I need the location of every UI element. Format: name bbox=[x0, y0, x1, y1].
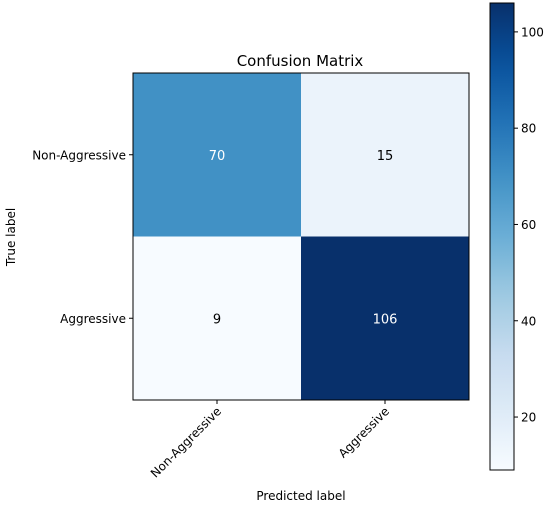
heatmap-cell bbox=[133, 236, 301, 400]
colorbar-tick-label: 40 bbox=[521, 314, 536, 328]
x-tick-label: Aggressive bbox=[336, 404, 392, 460]
y-tick-label: Non-Aggressive bbox=[32, 148, 126, 162]
plot-frame bbox=[132, 72, 470, 401]
y-tick-label: Aggressive bbox=[60, 312, 126, 326]
heatmap-cell-labels: 70 15 9 106 bbox=[209, 149, 398, 328]
colorbar-tick-label: 20 bbox=[521, 411, 536, 425]
x-axis-ticks: Non-Aggressive Aggressive bbox=[148, 400, 392, 480]
cell-value-label: 70 bbox=[209, 149, 226, 164]
cell-value-label: 15 bbox=[377, 149, 394, 164]
cell-value-label: 106 bbox=[373, 312, 398, 327]
y-axis-ticks: Non-Aggressive Aggressive bbox=[32, 148, 133, 326]
heatmap-cell bbox=[133, 73, 301, 237]
chart-title: Confusion Matrix bbox=[237, 52, 364, 70]
x-tick-label: Non-Aggressive bbox=[148, 404, 224, 480]
colorbar-tick-label: 80 bbox=[521, 122, 536, 136]
colorbar bbox=[489, 2, 515, 471]
heatmap-cell bbox=[301, 73, 469, 237]
heatmap-cell bbox=[301, 236, 469, 400]
x-axis-label: Predicted label bbox=[256, 489, 345, 503]
colorbar-tick-label: 60 bbox=[521, 218, 536, 232]
heatmap-cells bbox=[133, 73, 469, 400]
colorbar-ticks: 20 40 60 80 100 bbox=[514, 25, 544, 425]
colorbar-tick-label: 100 bbox=[521, 25, 544, 39]
y-axis-label: True label bbox=[4, 208, 18, 267]
cell-value-label: 9 bbox=[213, 312, 221, 327]
